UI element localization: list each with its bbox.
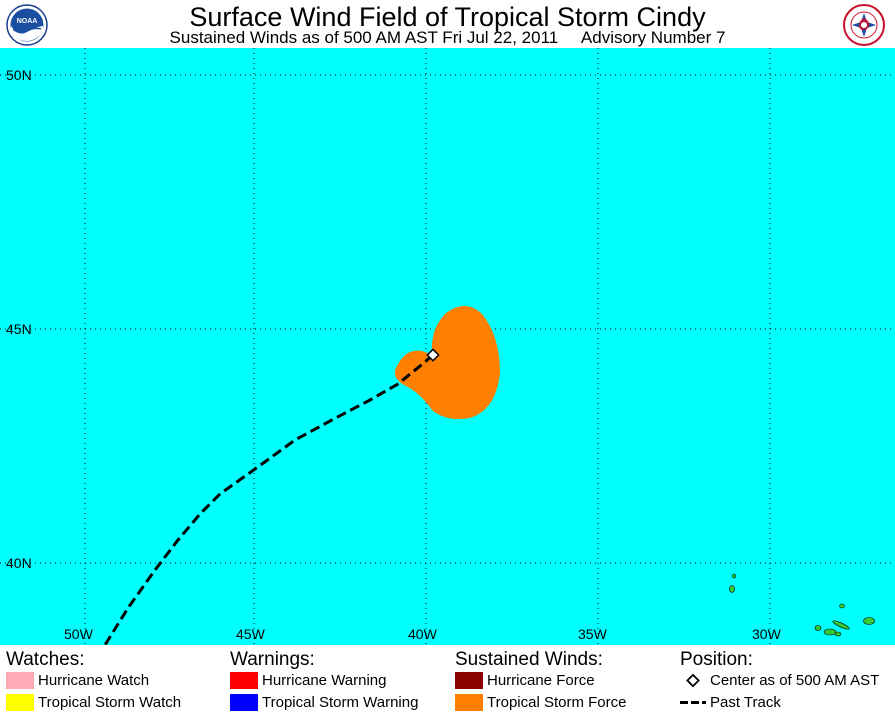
legend-label: Past Track [710, 693, 781, 711]
map-title: Surface Wind Field of Tropical Storm Cin… [189, 2, 706, 32]
legend-label: Tropical Storm Watch [38, 693, 182, 711]
dashed-line-icon [680, 700, 706, 704]
legend-heading-position: Position: [680, 649, 753, 670]
map-subtitle: Sustained Winds as of 500 AM AST Fri Jul… [169, 28, 726, 47]
tropical-storm-watch-swatch [6, 693, 34, 711]
legend-label: Hurricane Watch [38, 671, 150, 689]
legend-label: Tropical Storm Force [487, 693, 627, 711]
legend-past-track: Past Track [680, 692, 781, 712]
legend-label: Center as of 500 AM AST [710, 671, 880, 689]
nws-logo [843, 4, 885, 46]
land-islands [729, 573, 875, 637]
legend-label: Tropical Storm Warning [262, 693, 419, 711]
hurricane-force-swatch [455, 671, 483, 689]
header: NOAA Surface Wind Field of Tropical Stor… [0, 0, 895, 48]
tropical-storm-force-wind-field [394, 306, 500, 419]
legend-hurricane-force: Hurricane Force [455, 670, 595, 690]
hurricane-warning-swatch [230, 671, 258, 689]
legend-heading-watches: Watches: [6, 649, 85, 670]
legend-hurricane-watch: Hurricane Watch [6, 670, 149, 690]
gridlines [0, 48, 895, 645]
lon-label-40w: 40W [408, 626, 438, 642]
hurricane-watch-swatch [6, 671, 34, 689]
tropical-storm-warning-swatch [230, 693, 258, 711]
past-track [103, 353, 434, 645]
legend-heading-sustained-winds: Sustained Winds: [455, 649, 603, 670]
diamond-icon [686, 673, 700, 687]
lon-label-30w: 30W [752, 626, 782, 642]
storm-center-marker [426, 348, 440, 362]
lat-label-45n: 45N [6, 321, 32, 337]
noaa-logo: NOAA [6, 4, 48, 46]
legend-label: Hurricane Force [487, 671, 595, 689]
legend-tropical-storm-warning: Tropical Storm Warning [230, 692, 418, 712]
legend-tropical-storm-force: Tropical Storm Force [455, 692, 626, 712]
svg-text:NOAA: NOAA [17, 18, 38, 25]
legend-center-position: Center as of 500 AM AST [680, 670, 879, 690]
lat-label-50n: 50N [6, 67, 32, 83]
legend-tropical-storm-watch: Tropical Storm Watch [6, 692, 181, 712]
tropical-storm-force-swatch [455, 693, 483, 711]
lon-label-35w: 35W [578, 626, 608, 642]
legend-hurricane-warning: Hurricane Warning [230, 670, 387, 690]
legend: Watches: Hurricane Watch Tropical Storm … [0, 645, 895, 716]
lat-label-40n: 40N [6, 555, 32, 571]
lon-label-45w: 45W [236, 626, 266, 642]
lon-label-50w: 50W [64, 626, 94, 642]
legend-heading-warnings: Warnings: [230, 649, 315, 670]
map: 50N 45N 40N 50W 45W 40W 35W 30W [0, 48, 895, 645]
legend-label: Hurricane Warning [262, 671, 387, 689]
